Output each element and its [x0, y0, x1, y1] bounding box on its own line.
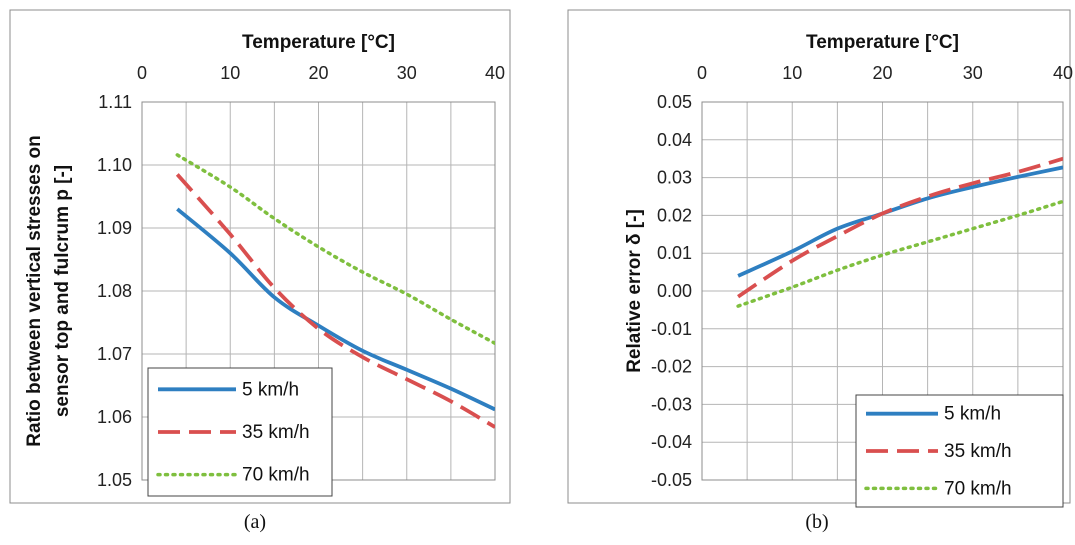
x-tick-label: 10 [782, 63, 802, 83]
x-tick-label: 20 [872, 63, 892, 83]
series-line-5-km-h [176, 207, 495, 412]
x-tick-label: 40 [1053, 63, 1073, 83]
y-tick-label: 0.03 [657, 168, 692, 188]
legend: 5 km/h 35 km/h 70 km/h [147, 367, 333, 497]
x-tick-label: 40 [485, 63, 505, 83]
y-tick-label: 1.05 [97, 470, 132, 490]
y-tick-label: 1.11 [98, 92, 132, 112]
y-tick-label: 0.00 [657, 281, 692, 301]
y-tick-label: 1.06 [97, 407, 132, 427]
y-tick-label: 0.05 [657, 92, 692, 112]
y-tick-label: -0.01 [651, 319, 692, 339]
x-tick-label: 30 [963, 63, 983, 83]
y-tick-label: 1.07 [97, 344, 132, 364]
legend-label: 35 km/h [944, 441, 1012, 462]
legend-label: 70 km/h [242, 465, 310, 486]
x-tick-label: 0 [697, 63, 707, 83]
legend-label: 35 km/h [242, 422, 310, 443]
y-tick-label: -0.03 [651, 394, 692, 414]
y-tick-label: 1.09 [97, 218, 132, 238]
y-axis-title: sensor top and fulcrum p [-] [52, 165, 73, 417]
y-tick-label: 0.04 [657, 130, 692, 150]
panel-label: (b) [805, 511, 828, 533]
x-tick-label: 0 [137, 63, 147, 83]
x-axis-title: Temperature [°C] [242, 32, 395, 53]
y-tick-label: 0.02 [657, 205, 692, 225]
x-tick-label: 20 [308, 63, 328, 83]
legend: 5 km/h 35 km/h 70 km/h [855, 394, 1064, 508]
chart-panel-a: 0 10 20 30 40 1.05 1.06 1.07 1.08 1.09 1.10 1.11 Tem… [9, 9, 511, 533]
x-tick-label: 30 [397, 63, 417, 83]
legend-label: 5 km/h [242, 379, 299, 400]
x-axis-title: Temperature [°C] [806, 32, 959, 53]
y-axis-title: Ratio between vertical stresses on [24, 135, 45, 447]
y-tick-label: -0.02 [651, 357, 692, 377]
y-tick-label: -0.05 [651, 470, 692, 490]
chart-panel-b: 0 10 20 30 40 -0.05 -0.04 -0.03 -0.02 -0.01 0.00 0.… [567, 9, 1073, 533]
series-line-70-km-h [175, 153, 495, 346]
legend-label: 5 km/h [944, 404, 1001, 425]
y-tick-label: 1.08 [97, 281, 132, 301]
y-tick-label: -0.04 [651, 432, 692, 452]
legend-label: 70 km/h [944, 478, 1012, 499]
panel-label: (a) [244, 511, 266, 533]
y-tick-label: 1.10 [97, 155, 132, 175]
series-line-70-km-h [736, 199, 1063, 308]
series-line-35-km-h [175, 173, 495, 429]
series-line-35-km-h [737, 156, 1063, 299]
y-axis-title: Relative error δ [-] [624, 209, 645, 373]
x-tick-label: 10 [220, 63, 240, 83]
y-tick-label: 0.01 [657, 243, 692, 263]
